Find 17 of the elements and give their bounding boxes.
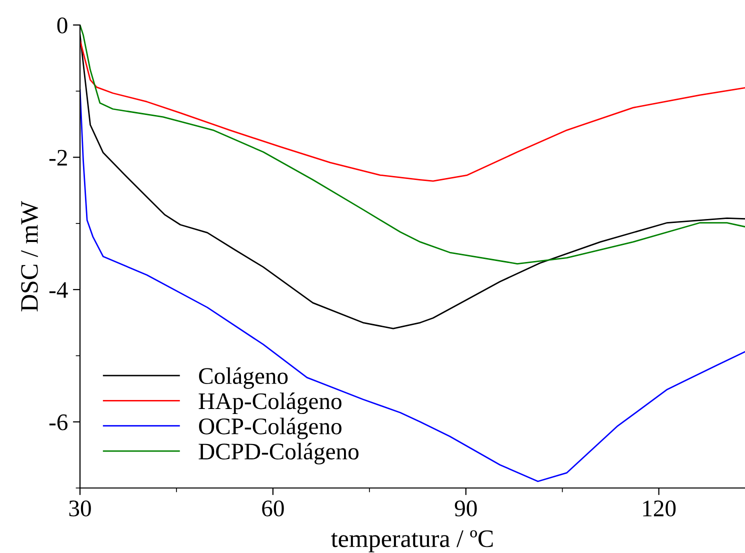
x-tick-label: 60 <box>262 500 284 516</box>
x-tick-label: 30 <box>69 500 91 516</box>
line-series <box>80 25 745 264</box>
line-series <box>80 40 745 182</box>
y-tick-label: -6 <box>49 414 68 430</box>
line-series <box>80 89 745 482</box>
x-axis-title: temperatura / ºC <box>331 530 493 552</box>
y-tick-label: -4 <box>49 282 68 298</box>
x-tick-label: 90 <box>454 500 477 516</box>
y-tick-label: 0 <box>57 17 68 34</box>
legend-label: DCPD-Colágeno <box>198 442 358 464</box>
y-tick-label: -2 <box>49 150 67 166</box>
x-tick-label: 120 <box>643 500 676 516</box>
y-axis-title: DSC / mW <box>21 200 38 312</box>
legend-label: OCP-Colágeno <box>199 418 342 440</box>
legend-label: Colágeno <box>199 367 288 389</box>
legend-label: HAp-Colágeno <box>198 392 342 414</box>
